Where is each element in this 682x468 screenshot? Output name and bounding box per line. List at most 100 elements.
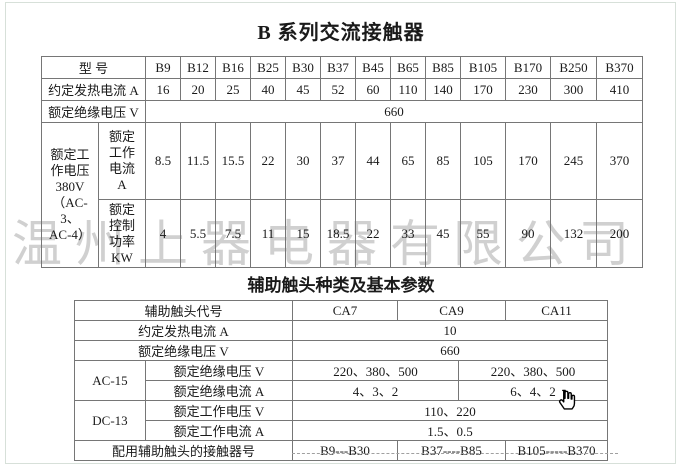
control-power-cell: 45 (425, 199, 461, 268)
model-cell: B9 (145, 56, 181, 79)
heating-current-cell: 110 (390, 78, 426, 101)
working-current-cell: 245 (550, 122, 597, 200)
dc13-current-label: 额定工作电流 A (145, 420, 293, 441)
control-power-cell: 22 (355, 199, 391, 268)
ac15-current-label: 额定绝缘电流 A (145, 380, 293, 401)
heating-current-row: 约定发热电流 A 16 20 25 40 45 52 60 110 140 17… (41, 78, 643, 101)
dc13-group-label: DC-13 (74, 400, 146, 441)
working-current-cell: 37 (320, 122, 356, 200)
heating-current-cell: 16 (145, 78, 181, 101)
aux-insulation-value: 660 (292, 340, 608, 361)
aux-table-title: 辅助触头种类及基本参数 (247, 276, 435, 295)
heating-current-cell: 140 (425, 78, 461, 101)
heating-current-cell: 25 (215, 78, 251, 101)
heating-current-cell: 52 (320, 78, 356, 101)
model-cell: B170 (505, 56, 551, 79)
model-row: 型 号 B9 B12 B16 B25 B30 B37 B45 B65 B85 B… (41, 56, 643, 79)
control-power-cell: 5.5 (180, 199, 216, 268)
control-power-cell: 18.5 (320, 199, 356, 268)
working-current-row: 额定工 作电压 380V （AC-3、 AC-4） 额定 工作 电流 A 8.5… (41, 122, 643, 268)
ac15-current-right: 6、4、2 (458, 380, 608, 401)
control-power-label: 额定 控制 功率 KW (98, 199, 146, 268)
ac15-current-left: 4、3、2 (292, 380, 459, 401)
pairing-row: 配用辅助触头的接触器号 B9---B30 B37----B85 B105----… (74, 440, 608, 461)
ac15-voltage-label: 额定绝缘电压 V (145, 360, 293, 381)
working-current-cell: 8.5 (145, 122, 181, 200)
aux-heating-row: 约定发热电流 A 10 (74, 320, 608, 341)
working-current-cell: 370 (596, 122, 643, 200)
working-current-cell: 105 (460, 122, 506, 200)
dc13-current-value: 1.5、0.5 (292, 420, 608, 441)
ac15-group-label: AC-15 (74, 360, 146, 401)
pairing-cell: B105-----B370 (505, 440, 608, 461)
aux-code-cell: CA9 (397, 300, 506, 321)
control-power-cell: 55 (460, 199, 506, 268)
control-power-cell: 11 (250, 199, 286, 268)
heating-current-cell: 170 (460, 78, 506, 101)
heating-current-cell: 300 (550, 78, 597, 101)
model-cell: B370 (596, 56, 643, 79)
model-cell: B65 (390, 56, 426, 79)
working-current-cell: 15.5 (215, 122, 251, 200)
ac15-voltage-row: AC-15 额定绝缘电压 V 220、380、500 220、380、500 (74, 360, 608, 401)
aux-insulation-row: 额定绝缘电压 V 660 (74, 340, 608, 361)
insulation-voltage-label: 额定绝缘电压 V (41, 100, 146, 123)
hand-cursor-icon (558, 389, 576, 410)
model-cell: B12 (180, 56, 216, 79)
aux-heating-value: 10 (292, 320, 608, 341)
aux-code-cell: CA7 (292, 300, 398, 321)
control-power-cell: 7.5 (215, 199, 251, 268)
dc13-voltage-row: DC-13 额定工作电压 V 110、220 (74, 400, 608, 441)
model-cell: B105 (460, 56, 506, 79)
pairing-label: 配用辅助触头的接触器号 (74, 440, 293, 461)
heating-current-cell: 20 (180, 78, 216, 101)
model-cell: B85 (425, 56, 461, 79)
working-current-cell: 44 (355, 122, 391, 200)
ac15-voltage-right: 220、380、500 (458, 360, 608, 381)
working-current-cell: 85 (425, 122, 461, 200)
control-power-cell: 33 (390, 199, 426, 268)
dc13-current-row: 额定工作电流 A 1.5、0.5 (75, 420, 608, 441)
working-current-cell: 22 (250, 122, 286, 200)
aux-heating-label: 约定发热电流 A (74, 320, 293, 341)
heating-current-cell: 410 (596, 78, 643, 101)
heating-current-cell: 45 (285, 78, 321, 101)
pairing-cell: B37----B85 (397, 440, 506, 461)
working-current-cell: 30 (285, 122, 321, 200)
working-current-cell: 11.5 (180, 122, 216, 200)
aux-code-row: 辅助触头代号 CA7 CA9 CA11 (74, 300, 608, 321)
working-current-label: 额定 工作 电流 A (98, 122, 146, 200)
ac15-voltage-left: 220、380、500 (292, 360, 459, 381)
aux-contact-table: 辅助触头代号 CA7 CA9 CA11 约定发热电流 A 10 额定绝缘电压 V… (74, 300, 608, 461)
aux-code-label: 辅助触头代号 (74, 300, 293, 321)
pairing-cell: B9---B30 (292, 440, 398, 461)
aux-code-cell: CA11 (505, 300, 608, 321)
model-cell: B25 (250, 56, 286, 79)
working-current-cell: 65 (390, 122, 426, 200)
working-voltage-group-label: 额定工 作电压 380V （AC-3、 AC-4） (41, 122, 99, 268)
heating-current-cell: 60 (355, 78, 391, 101)
control-power-row: 额定 控制 功率 KW 4 5.5 7.5 11 15 18.5 22 33 4… (42, 199, 643, 268)
model-header: 型 号 (41, 56, 146, 79)
heating-current-cell: 230 (505, 78, 551, 101)
aux-insulation-label: 额定绝缘电压 V (74, 340, 293, 361)
ac15-current-row: 额定绝缘电流 A 4、3、2 6、4、2 (75, 380, 608, 401)
page-title: B 系列交流接触器 (257, 22, 425, 44)
heating-current-cell: 40 (250, 78, 286, 101)
control-power-cell: 90 (505, 199, 551, 268)
model-cell: B30 (285, 56, 321, 79)
model-cell: B250 (550, 56, 597, 79)
heating-current-label: 约定发热电流 A (41, 78, 146, 101)
insulation-voltage-row: 额定绝缘电压 V 660 (41, 100, 643, 123)
control-power-cell: 15 (285, 199, 321, 268)
control-power-cell: 200 (596, 199, 643, 268)
main-spec-table: 型 号 B9 B12 B16 B25 B30 B37 B45 B65 B85 B… (41, 56, 643, 268)
model-cell: B45 (355, 56, 391, 79)
model-cell: B16 (215, 56, 251, 79)
model-cell: B37 (320, 56, 356, 79)
control-power-cell: 4 (145, 199, 181, 268)
selection-dashed-line (292, 453, 618, 454)
dc13-voltage-label: 额定工作电压 V (145, 400, 293, 421)
insulation-voltage-value: 660 (145, 100, 643, 123)
control-power-cell: 132 (550, 199, 597, 268)
